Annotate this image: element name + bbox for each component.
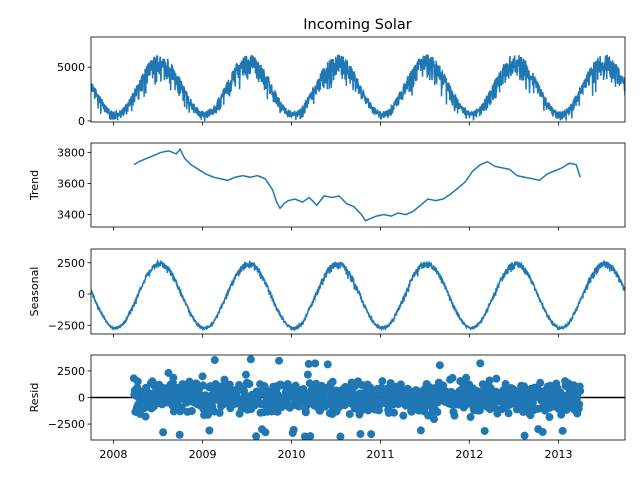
trend-ylabel: Trend bbox=[28, 170, 41, 201]
resid-point bbox=[175, 430, 184, 439]
resid-point bbox=[220, 375, 229, 384]
resid-point bbox=[241, 370, 250, 379]
resid-point bbox=[433, 408, 442, 417]
resid-point bbox=[246, 355, 255, 364]
resid-point bbox=[448, 373, 457, 382]
trend-line bbox=[133, 147, 581, 222]
panel-trend: 3400 3600 3800 Trend bbox=[28, 142, 626, 231]
resid-point bbox=[504, 409, 513, 418]
resid-point bbox=[416, 426, 425, 435]
resid-ytick-label: 2500 bbox=[57, 365, 85, 378]
panel-observed: 0 5000 bbox=[57, 36, 626, 128]
resid-point bbox=[485, 376, 494, 385]
resid-point bbox=[141, 412, 150, 421]
resid-point bbox=[512, 405, 521, 414]
resid-point bbox=[303, 370, 312, 379]
chart-title: Incoming Solar bbox=[303, 17, 411, 33]
resid-point bbox=[378, 377, 387, 386]
trend-ytick-label: 3400 bbox=[57, 209, 85, 222]
resid-point bbox=[466, 413, 475, 422]
resid-point bbox=[289, 425, 298, 434]
panel-seasonal: −2500 0 2500 Seasonal bbox=[28, 248, 626, 338]
resid-point bbox=[492, 374, 501, 383]
resid-point bbox=[133, 377, 142, 386]
resid-ytick-label: −2500 bbox=[48, 418, 85, 431]
observed-plot bbox=[91, 54, 625, 121]
x-tick-label: 2010 bbox=[277, 448, 305, 461]
resid-point bbox=[210, 356, 219, 365]
trend-ytick-label: 3800 bbox=[57, 146, 85, 159]
seasonal-plot bbox=[91, 258, 625, 333]
resid-point bbox=[328, 377, 337, 386]
resid-point bbox=[367, 430, 376, 439]
trend-plot bbox=[133, 147, 581, 222]
x-tick-label: 2008 bbox=[99, 448, 127, 461]
resid-point bbox=[435, 361, 444, 370]
resid-point bbox=[311, 359, 320, 368]
panels: 0 5000 3400 3600 3800 Trend −2500 0 2500 Seasonal… bbox=[28, 36, 626, 444]
resid-point bbox=[538, 427, 547, 436]
resid-point bbox=[205, 426, 214, 435]
x-tick-label: 2009 bbox=[189, 448, 217, 461]
resid-ylabel: Resid bbox=[28, 383, 41, 413]
resid-point bbox=[185, 377, 194, 386]
resid-point bbox=[203, 410, 212, 419]
resid-point bbox=[301, 408, 310, 417]
resid-point bbox=[576, 386, 585, 395]
resid-point bbox=[215, 408, 224, 417]
x-tick-label: 2012 bbox=[455, 448, 483, 461]
resid-point bbox=[323, 360, 332, 369]
resid-point bbox=[169, 373, 178, 382]
trend-frame bbox=[90, 142, 626, 228]
trend-ytick-label: 3600 bbox=[57, 177, 85, 190]
seasonal-ytick-label: 2500 bbox=[57, 257, 85, 270]
resid-point bbox=[252, 432, 261, 440]
resid-point bbox=[345, 410, 354, 419]
resid-ytick-label: 0 bbox=[78, 392, 85, 405]
resid-point bbox=[164, 368, 173, 377]
resid-point bbox=[563, 403, 572, 412]
resid-point bbox=[476, 359, 485, 368]
resid-point bbox=[245, 380, 254, 388]
seasonal-line bbox=[91, 258, 625, 333]
resid-point bbox=[399, 411, 408, 420]
resid-plot bbox=[91, 355, 625, 440]
resid-point bbox=[480, 426, 489, 435]
resid-point bbox=[306, 432, 315, 440]
resid-point bbox=[304, 359, 313, 368]
resid-point bbox=[557, 410, 566, 419]
resid-point bbox=[536, 378, 545, 387]
x-axis: 2008 2009 2010 2011 2012 2013 bbox=[99, 448, 572, 461]
resid-point bbox=[558, 426, 567, 435]
resid-point bbox=[261, 428, 270, 437]
resid-point bbox=[187, 407, 196, 416]
resid-point bbox=[390, 408, 399, 417]
observed-ytick-label: 5000 bbox=[57, 61, 85, 74]
resid-point bbox=[520, 431, 529, 440]
resid-point bbox=[198, 372, 207, 381]
resid-point bbox=[575, 400, 584, 409]
seasonal-ylabel: Seasonal bbox=[28, 267, 41, 317]
resid-point bbox=[336, 432, 345, 440]
resid-point bbox=[159, 428, 168, 437]
resid-point bbox=[275, 356, 284, 365]
observed-line bbox=[91, 54, 625, 121]
resid-point bbox=[430, 415, 439, 424]
seasonal-ytick-label: −2500 bbox=[48, 319, 85, 332]
seasonal-frame bbox=[90, 248, 626, 335]
resid-point bbox=[450, 411, 459, 420]
observed-ytick-label: 0 bbox=[78, 115, 85, 128]
resid-point bbox=[545, 413, 554, 422]
resid-point bbox=[520, 382, 529, 391]
seasonal-ytick-label: 0 bbox=[78, 288, 85, 301]
resid-point bbox=[462, 373, 471, 382]
observed-frame bbox=[90, 36, 626, 123]
x-tick-label: 2011 bbox=[366, 448, 394, 461]
panel-resid: −2500 0 2500 Resid bbox=[28, 354, 626, 444]
resid-point bbox=[356, 430, 365, 439]
x-tick-label: 2013 bbox=[544, 448, 572, 461]
